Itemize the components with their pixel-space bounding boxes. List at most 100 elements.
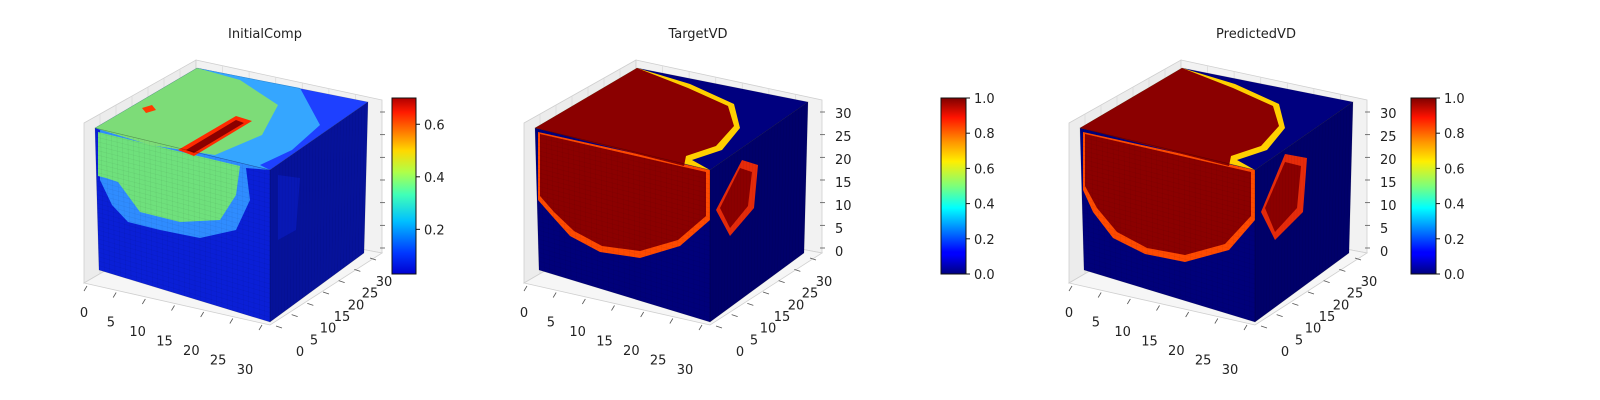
y-tick-mark	[1307, 291, 1315, 295]
subplot-initialcomp: InitialComp0510152025300510152025300.20.…	[80, 27, 445, 378]
y-tick-label: 20	[1333, 298, 1350, 313]
x-tick-label: 30	[237, 363, 254, 378]
subplot-targetvd: TargetVD05101520253005101520253005101520…	[520, 27, 995, 378]
x-tick-label: 30	[1222, 363, 1239, 378]
y-tick-mark	[369, 257, 377, 261]
x-tick-label: 0	[520, 306, 528, 321]
z-tick-label: 0	[835, 245, 843, 260]
cube-right-face	[710, 102, 808, 322]
y-tick-label: 30	[816, 275, 833, 290]
colorbar	[940, 97, 967, 275]
colorbar-tick-label: 0.2	[974, 233, 995, 248]
x-tick-label: 25	[1195, 354, 1212, 369]
z-tick-label: 10	[1380, 199, 1397, 214]
y-tick-label: 0	[736, 345, 744, 360]
colorbar-tick-label: 1.0	[1444, 92, 1465, 107]
x-tick-label: 15	[596, 335, 613, 350]
colorbar-tick-label: 0.0	[1444, 268, 1465, 283]
colorbar-tick-label: 0.8	[1444, 127, 1465, 142]
colorbar-tick-label: 0.4	[1444, 198, 1465, 213]
y-tick-label: 20	[788, 298, 805, 313]
colorbar-tick-label: 0.6	[1444, 162, 1465, 177]
y-tick-label: 25	[362, 287, 379, 302]
x-tick-mark	[171, 305, 175, 311]
x-tick-mark	[200, 311, 205, 318]
x-tick-label: 5	[1092, 316, 1100, 331]
x-tick-mark	[1185, 311, 1190, 318]
y-tick-mark	[1354, 257, 1362, 261]
voxel-grid	[95, 104, 366, 321]
cube-top-face	[95, 68, 368, 170]
cube-right-face	[1255, 102, 1353, 322]
y-tick-label: 5	[310, 333, 318, 348]
x-tick-mark	[1214, 318, 1219, 324]
x-tick-mark	[611, 305, 615, 311]
y-tick-mark	[338, 280, 345, 284]
x-tick-mark	[1156, 305, 1160, 311]
y-tick-label: 5	[1295, 333, 1303, 348]
y-tick-mark	[1292, 302, 1299, 306]
x-tick-mark	[1243, 324, 1248, 331]
z-tick-label: 25	[835, 130, 852, 145]
x-tick-label: 10	[129, 325, 146, 340]
z-tick-label: 5	[1380, 222, 1388, 237]
colorbar-tick-label: 0.6	[424, 118, 445, 133]
z-tick-label: 15	[835, 176, 852, 191]
y-tick-label: 30	[376, 275, 393, 290]
x-tick-label: 25	[650, 354, 667, 369]
voxel-grid	[535, 104, 806, 321]
z-tick-label: 20	[1380, 153, 1397, 168]
voxel-grid	[1080, 104, 1351, 321]
y-tick-label: 15	[774, 310, 791, 325]
colorbar-tick-label: 0.2	[424, 223, 445, 238]
y-tick-mark	[275, 325, 283, 329]
cube-top-face	[1080, 68, 1353, 170]
y-tick-label: 25	[1347, 287, 1364, 302]
z-tick-label: 5	[835, 222, 843, 237]
y-tick-label: 0	[1281, 345, 1289, 360]
y-tick-label: 10	[320, 322, 337, 337]
z-tick-label: 30	[835, 107, 852, 122]
x-tick-mark	[1097, 292, 1102, 298]
x-tick-mark	[523, 285, 528, 292]
y-tick-mark	[778, 280, 785, 284]
colorbar-tick-label: 0.4	[424, 171, 445, 186]
x-tick-label: 20	[1168, 344, 1185, 359]
x-tick-label: 10	[569, 325, 586, 340]
cube-front-face	[1080, 128, 1255, 322]
x-tick-mark	[640, 311, 645, 318]
cube-top-face	[535, 68, 808, 170]
y-tick-label: 10	[1305, 322, 1322, 337]
y-tick-mark	[762, 291, 770, 295]
colorbar	[391, 97, 417, 275]
colorbar-tick-label: 0.0	[974, 268, 995, 283]
x-tick-mark	[581, 298, 586, 305]
x-tick-label: 15	[156, 335, 173, 350]
subplot-title: TargetVD	[667, 27, 727, 42]
y-tick-mark	[747, 302, 754, 306]
x-tick-mark	[112, 292, 117, 298]
x-tick-label: 10	[1114, 325, 1131, 340]
colorbar-tick-label: 0.8	[974, 127, 995, 142]
colorbar-tick-label: 0.4	[974, 198, 995, 213]
x-tick-label: 5	[547, 316, 555, 331]
z-tick-label: 20	[835, 153, 852, 168]
x-tick-label: 20	[183, 344, 200, 359]
x-tick-label: 20	[623, 344, 640, 359]
y-tick-mark	[731, 314, 738, 318]
colorbar-tick-label: 0.2	[1444, 233, 1465, 248]
y-tick-label: 15	[334, 310, 351, 325]
colorbar-tick-label: 1.0	[974, 92, 995, 107]
y-tick-mark	[307, 302, 314, 306]
x-tick-label: 30	[677, 363, 694, 378]
colorbar-tick-label: 0.6	[974, 162, 995, 177]
subplot-title: InitialComp	[228, 27, 302, 42]
colorbar	[1410, 97, 1437, 275]
x-tick-label: 0	[80, 306, 88, 321]
y-tick-mark	[1276, 314, 1283, 318]
y-tick-mark	[1260, 325, 1268, 329]
x-tick-mark	[141, 298, 146, 305]
cube-right-face	[270, 102, 368, 322]
z-tick-label: 15	[1380, 176, 1397, 191]
